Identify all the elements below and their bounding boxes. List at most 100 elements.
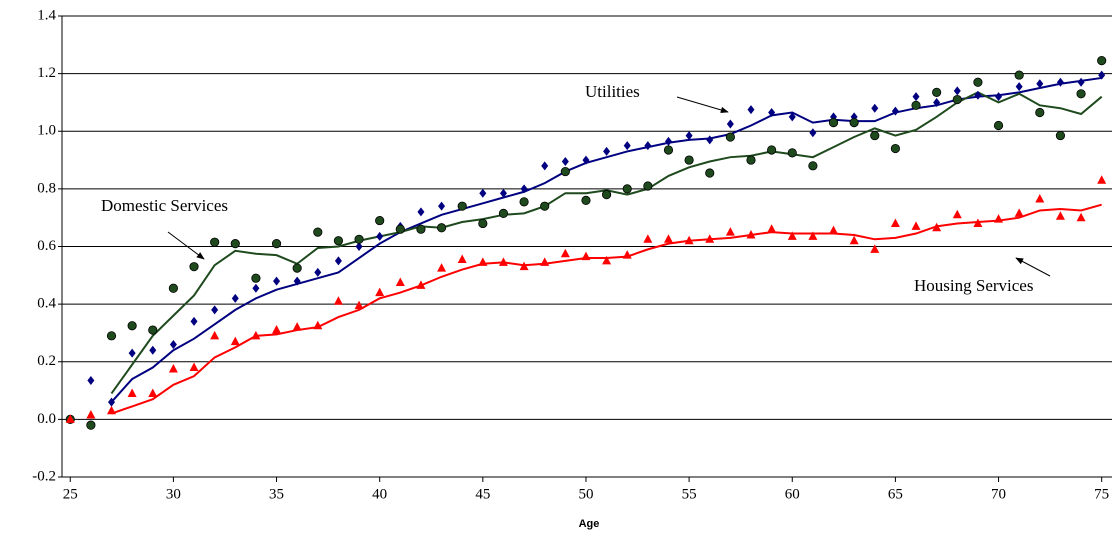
circle-point: [478, 218, 488, 229]
triangle-point: [684, 235, 694, 245]
diamond-point: [747, 105, 755, 115]
triangle-point: [746, 229, 756, 239]
diamond-point: [644, 141, 652, 151]
plot: [65, 56, 1107, 430]
x-tick-label: 50: [578, 486, 593, 502]
diamond-point: [891, 106, 899, 116]
triangle-point: [416, 280, 426, 289]
diamond-point: [933, 97, 941, 107]
y-tick-label: 0.6: [37, 238, 56, 254]
triangle-point: [375, 287, 385, 297]
y-tick-label: 1.2: [37, 65, 56, 81]
diamond-point: [520, 184, 528, 194]
x-tick-label: 65: [888, 486, 903, 502]
diamond-point: [169, 339, 177, 349]
circle-point: [643, 181, 653, 191]
circle-point: [581, 195, 591, 205]
circle-point: [1035, 107, 1045, 118]
diamond-point: [768, 108, 776, 118]
diamond-point: [108, 397, 116, 407]
y-tick-label: 0.8: [37, 180, 56, 196]
y-tick-label: 1.0: [37, 123, 56, 139]
diamond-point: [1077, 77, 1085, 87]
diamond-point: [231, 293, 239, 303]
circle-point: [1014, 70, 1024, 80]
circle-point: [106, 331, 117, 341]
circle-point: [354, 234, 364, 244]
diamond-point: [314, 267, 322, 277]
diamond-point: [664, 136, 672, 146]
circle-point: [127, 321, 137, 331]
circle-point: [1055, 130, 1066, 141]
circle-point: [684, 155, 694, 165]
circle-point: [271, 239, 282, 249]
triangle-point: [189, 362, 199, 372]
circle-point: [457, 201, 467, 211]
circle-point: [746, 155, 756, 165]
circle-point: [808, 161, 818, 171]
circle-point: [952, 94, 962, 105]
triangle-point: [560, 248, 570, 258]
circle-point: [313, 227, 323, 237]
triangle-point: [663, 234, 673, 243]
triangle-point: [540, 257, 550, 266]
diamond-point: [293, 276, 301, 286]
circle-point: [870, 130, 880, 141]
triangle-point: [210, 330, 220, 340]
annotation: Utilities: [585, 82, 640, 101]
y-tick-label: 1.4: [37, 7, 56, 23]
circle-point: [932, 87, 942, 97]
triangle-point: [643, 234, 653, 243]
diamond-point: [190, 316, 198, 326]
circle-point: [890, 143, 900, 154]
triangle-point: [622, 250, 632, 259]
triangle-point: [849, 235, 859, 245]
circle-point: [828, 118, 839, 128]
triangle-point: [1014, 208, 1024, 217]
diamond-point: [211, 305, 219, 315]
triangle-point: [168, 363, 178, 373]
x-axis-label: Age: [579, 518, 600, 530]
triangle-point: [354, 300, 364, 310]
diamond-point: [1015, 82, 1023, 92]
circle-point: [189, 262, 199, 272]
annotation: Housing Services: [914, 276, 1033, 295]
diamond-point: [809, 128, 817, 138]
circle-point: [292, 263, 302, 273]
triangle-point: [148, 388, 158, 397]
triangle-point: [1035, 193, 1045, 203]
diamond-point: [128, 348, 136, 358]
y-tick-label: 0.2: [37, 353, 56, 369]
triangle-point: [1076, 212, 1086, 222]
circle-point: [251, 273, 261, 283]
trend-line: [110, 76, 1102, 403]
diamond-point: [273, 276, 281, 286]
circle-point: [622, 184, 632, 194]
x-tick-label: 25: [63, 486, 78, 502]
diamond-point: [603, 146, 611, 156]
diamond-point: [706, 135, 714, 145]
diamond-point: [376, 231, 384, 241]
diamond-point: [788, 112, 796, 122]
diamond-point: [974, 90, 982, 100]
circle-point: [519, 197, 529, 207]
annotation: Domestic Services: [101, 196, 228, 215]
grid: -0.2 0.0 0.2 0.4 0.6 0.8 1.0 1.2 1.4 25 30 35 40 45 50…: [32, 7, 1112, 502]
diamond-point: [252, 283, 260, 293]
x-tick-label: 45: [475, 486, 490, 502]
triangle-point: [127, 388, 137, 397]
circle-point: [601, 190, 612, 200]
triangle-point: [973, 218, 983, 227]
x-tick-label: 75: [1094, 486, 1109, 502]
circle-point: [725, 132, 735, 142]
triangle-point: [705, 234, 715, 243]
triangle-point: [870, 244, 880, 253]
circle-point: [1097, 56, 1107, 66]
y-tick-label: 0.4: [37, 296, 56, 312]
diamond-point: [87, 375, 95, 385]
triangle-point: [1055, 211, 1065, 220]
triangle-point: [313, 320, 323, 330]
trend-line: [111, 203, 1102, 415]
circle-point: [705, 168, 715, 178]
